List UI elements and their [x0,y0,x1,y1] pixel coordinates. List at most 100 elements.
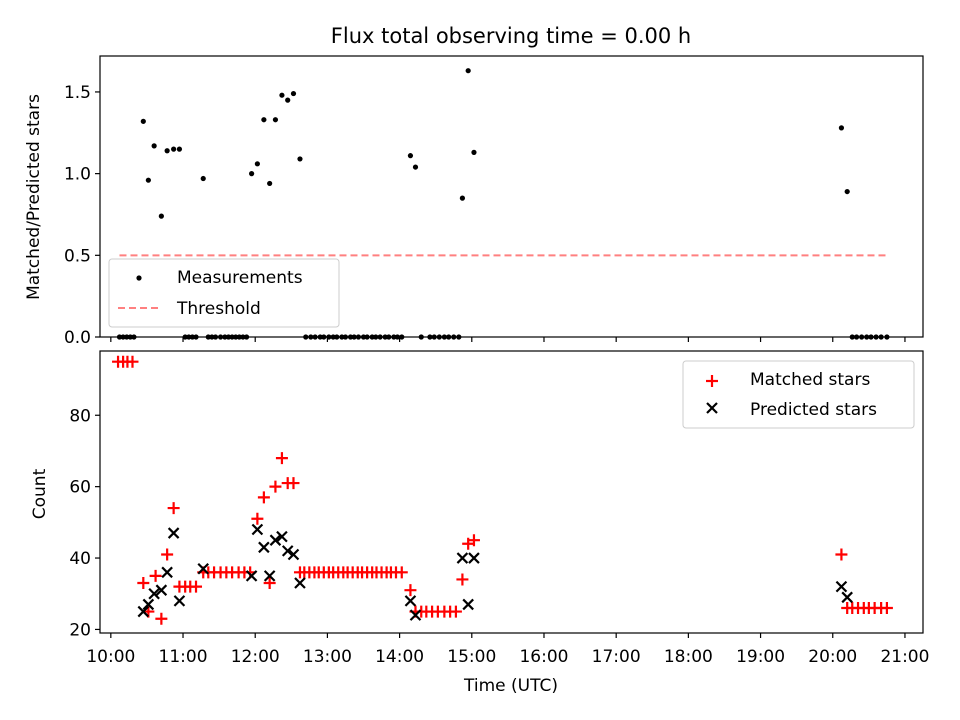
matched-star-point [263,577,276,590]
measurement-point [140,118,146,124]
top-x-ticks [110,337,906,342]
measurement-point [844,188,850,195]
bottom-plot-area [112,355,893,625]
bottom-panel: Count Time (UTC) 20 40 60 80 10:00 11:00 12:0… [30,350,929,696]
predicted-star-point [251,523,264,536]
measurement-point [267,180,273,187]
x-tick-label: 21:00 [880,647,929,667]
measurement-point [164,148,170,154]
predicted-star-point [245,570,258,582]
measurement-point [279,92,285,98]
measurement-point [471,149,477,155]
x-tick-label: 15:00 [447,647,496,667]
bottom-x-axis-label: Time (UTC) [463,676,558,696]
matched-star-point [275,452,288,465]
predicted-star-point [404,595,417,607]
predicted-star-point [287,548,300,561]
predicted-star-point [462,598,474,611]
measurement-point [407,153,414,159]
measurement-point [285,97,291,103]
measurement-point [158,213,164,219]
measurement-point [272,117,279,123]
bottom-legend: Matched stars Predicted stars [682,360,915,429]
bottom-x-ticks: 10:00 11:00 12:00 13:00 14:00 15:00 16:00 17:00… [86,633,929,667]
measurement-point [297,156,303,162]
y-tick-label: 0.5 [64,246,91,266]
legend-matched-label: Matched stars [750,370,870,390]
predicted-star-point [281,545,294,557]
matched-star-point [395,566,408,579]
matched-star-point [456,573,469,586]
legend-measurements-label: Measurements [177,268,303,288]
matched-star-point [161,548,174,561]
measurement-point [249,171,255,177]
measurement-point [838,125,845,131]
predicted-star-point [269,534,282,546]
bottom-legend-box [682,360,915,429]
matched-star-point [137,577,150,590]
legend-predicted-marker [706,402,718,414]
measurement-point [465,68,471,74]
matched-star-point [449,605,462,618]
predicted-star-point [148,587,160,600]
bottom-axes-frame [99,350,924,634]
measurement-point [176,146,183,152]
top-chart-title: Flux total observing time = 0.00 h [331,24,691,48]
legend-matched-marker [706,375,718,387]
matched-star-point [251,512,264,525]
predicted-star-point [258,541,270,554]
predicted-star-point [142,598,155,611]
predicted-star-point [294,577,306,589]
x-tick-label: 19:00 [736,647,785,667]
top-panel: Flux total observing time = 0.00 h Match… [24,24,924,348]
predicted-star-point [263,570,276,582]
x-tick-label: 12:00 [231,647,280,667]
y-tick-label: 1.0 [64,165,91,185]
x-tick-label: 18:00 [664,647,713,667]
matched-star-point [467,534,480,547]
measurement-point [151,143,157,149]
predicted-star-point [841,591,853,604]
predicted-star-point [468,552,480,564]
top-axes-frame [99,55,924,338]
top-y-axis-label: Matched/Predicted stars [24,94,44,300]
y-tick-label: 40 [69,549,91,569]
legend-measurements-marker [136,275,142,281]
predicted-star-point [167,527,180,539]
legend-predicted-label: Predicted stars [750,400,877,420]
bottom-y-axis-label: Count [30,468,50,519]
measurement-point [254,161,260,167]
matched-star-point [269,480,282,493]
x-tick-label: 17:00 [592,647,641,667]
predicted-star-point [137,605,150,618]
predicted-star-point [173,595,186,607]
y-tick-label: 80 [69,406,91,426]
top-y-ticks: 0.0 0.5 1.0 1.5 [64,83,100,348]
matched-star-point [835,548,848,561]
predicted-star-point [456,552,469,564]
predicted-star-point [161,566,173,579]
measurement-point [412,164,419,170]
measurement-point [200,175,206,182]
predicted-star-point [835,580,848,593]
matched-star-point [149,569,162,582]
top-legend-box [108,258,340,328]
measurement-point [459,195,466,201]
x-tick-label: 13:00 [303,647,352,667]
top-plot-area [116,68,890,340]
y-tick-label: 0.0 [64,328,91,348]
bottom-y-ticks: 20 40 60 80 [69,406,100,640]
x-tick-label: 10:00 [86,647,135,667]
predicted-star-point [276,530,288,543]
measurement-point [261,117,267,123]
matched-star-point [190,580,203,593]
matched-star-point [126,355,139,368]
predicted-star-point [409,609,422,621]
y-tick-label: 20 [69,620,91,640]
top-legend: Measurements Threshold [108,258,340,328]
predicted-star-point [155,584,168,596]
measurement-point [290,90,297,97]
x-tick-label: 14:00 [375,647,424,667]
